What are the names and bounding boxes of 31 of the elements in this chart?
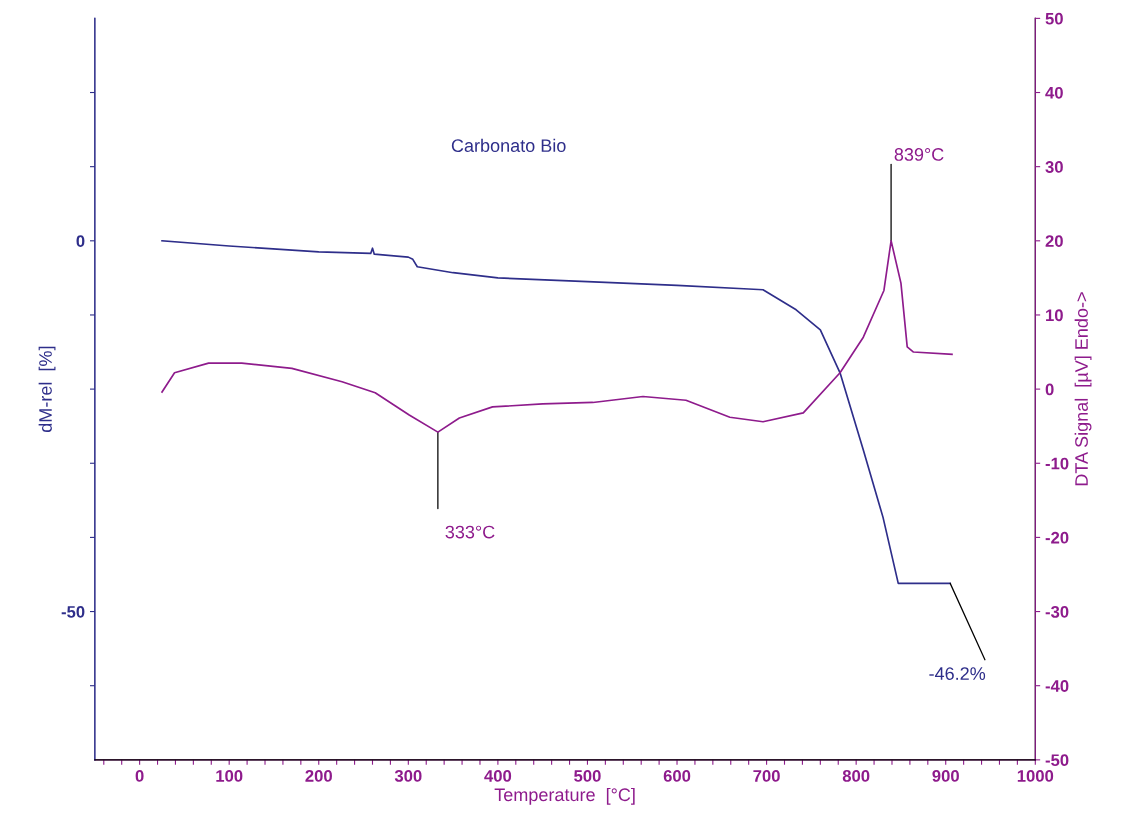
y2-tick-label: 50 bbox=[1045, 12, 1063, 25]
x-tick-label: 700 bbox=[753, 770, 780, 782]
y-axis-title: dM-rel [%] bbox=[38, 346, 56, 432]
y2-tick-label: 20 bbox=[1045, 235, 1063, 248]
annotation: 839°C bbox=[894, 148, 944, 161]
y2-axis-title: DTA Signal [µV] Endo-> bbox=[1074, 292, 1092, 486]
y2-tick-label: 10 bbox=[1046, 309, 1063, 322]
y2-tick-label: -30 bbox=[1045, 605, 1069, 618]
y2-tick-label: -50 bbox=[1045, 754, 1069, 767]
annotation: 333°C bbox=[445, 525, 495, 539]
x-axis-title: Temperature [°C] bbox=[494, 787, 635, 805]
y2-tick-label: -20 bbox=[1045, 531, 1069, 544]
x-tick-label: 200 bbox=[305, 770, 332, 782]
x-tick-label: 800 bbox=[842, 770, 870, 782]
y2-tick-label: -40 bbox=[1045, 680, 1069, 692]
x-tick-label: 0 bbox=[135, 770, 144, 782]
y2-tick-label: 0 bbox=[1045, 383, 1054, 396]
x-tick-label: 1000 bbox=[1017, 770, 1054, 782]
line-series bbox=[161, 239, 952, 585]
x-tick-label: 600 bbox=[663, 770, 691, 782]
x-tick-label: 900 bbox=[932, 770, 959, 782]
x-tick-label: 500 bbox=[574, 770, 601, 782]
x-tick-label: 300 bbox=[394, 770, 422, 782]
text: Carbonato Bio bbox=[451, 138, 566, 153]
line-series bbox=[161, 239, 953, 433]
annotation: -46.2% bbox=[929, 667, 986, 680]
x-tick-label: 400 bbox=[484, 770, 512, 782]
y2-tick-label: -10 bbox=[1045, 457, 1069, 470]
y2-tick-label: 30 bbox=[1045, 161, 1063, 173]
x-tick-label: 100 bbox=[216, 770, 243, 782]
y2-tick-label: 40 bbox=[1045, 86, 1063, 99]
